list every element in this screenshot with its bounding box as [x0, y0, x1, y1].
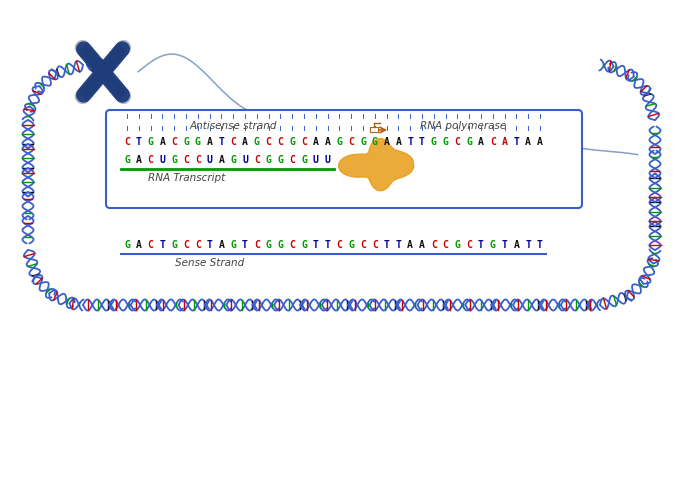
Text: G: G: [183, 137, 189, 147]
Text: A: A: [136, 240, 141, 250]
Text: A: A: [218, 240, 224, 250]
Text: A: A: [242, 137, 248, 147]
Text: G: G: [172, 240, 177, 250]
Text: C: C: [349, 137, 354, 147]
Text: U: U: [313, 155, 319, 165]
Text: A: A: [502, 137, 508, 147]
Text: T: T: [313, 240, 319, 250]
Text: C: C: [289, 240, 295, 250]
Text: C: C: [454, 137, 461, 147]
Text: U: U: [242, 155, 248, 165]
Text: C: C: [230, 137, 236, 147]
Text: G: G: [301, 155, 307, 165]
Text: A: A: [325, 137, 330, 147]
Text: G: G: [230, 155, 236, 165]
Text: G: G: [148, 137, 153, 147]
Text: G: G: [442, 137, 449, 147]
Text: A: A: [395, 137, 401, 147]
Text: A: A: [218, 155, 224, 165]
Text: A: A: [160, 137, 165, 147]
Text: T: T: [242, 240, 248, 250]
Text: G: G: [301, 240, 307, 250]
FancyBboxPatch shape: [106, 110, 582, 208]
Text: T: T: [419, 137, 425, 147]
Text: T: T: [407, 137, 413, 147]
Text: G: G: [372, 137, 378, 147]
Text: G: G: [490, 240, 496, 250]
Text: T: T: [136, 137, 141, 147]
Text: G: G: [277, 240, 284, 250]
Text: G: G: [289, 137, 295, 147]
Text: G: G: [172, 155, 177, 165]
Text: T: T: [384, 240, 389, 250]
Text: G: G: [431, 137, 437, 147]
Text: A: A: [384, 137, 389, 147]
Text: G: G: [195, 137, 201, 147]
Text: Sense Strand: Sense Strand: [175, 258, 244, 268]
Text: C: C: [277, 137, 284, 147]
Text: T: T: [206, 240, 213, 250]
Text: G: G: [466, 137, 472, 147]
Text: T: T: [218, 137, 224, 147]
Text: G: G: [124, 240, 130, 250]
Text: T: T: [514, 137, 519, 147]
Text: C: C: [266, 137, 272, 147]
Text: Antisense strand: Antisense strand: [190, 121, 277, 131]
Text: U: U: [160, 155, 165, 165]
Text: A: A: [537, 137, 543, 147]
Text: T: T: [502, 240, 508, 250]
Text: C: C: [183, 240, 189, 250]
Text: C: C: [431, 240, 437, 250]
Text: G: G: [277, 155, 284, 165]
Text: G: G: [337, 137, 342, 147]
Text: C: C: [490, 137, 496, 147]
Text: T: T: [325, 240, 330, 250]
Text: C: C: [466, 240, 472, 250]
Text: C: C: [254, 155, 260, 165]
Text: A: A: [313, 137, 319, 147]
Text: A: A: [136, 155, 141, 165]
Polygon shape: [339, 138, 414, 190]
Text: C: C: [195, 240, 201, 250]
Text: C: C: [360, 240, 366, 250]
Text: G: G: [360, 137, 366, 147]
Text: C: C: [442, 240, 449, 250]
Text: C: C: [254, 240, 260, 250]
Text: C: C: [183, 155, 189, 165]
Text: T: T: [395, 240, 401, 250]
Text: G: G: [454, 240, 461, 250]
Text: A: A: [206, 137, 213, 147]
Text: A: A: [407, 240, 413, 250]
Text: G: G: [254, 137, 260, 147]
Text: U: U: [325, 155, 330, 165]
Text: G: G: [230, 240, 236, 250]
Text: T: T: [160, 240, 165, 250]
Text: G: G: [349, 240, 354, 250]
Text: A: A: [514, 240, 519, 250]
Text: RNA Transcript: RNA Transcript: [148, 173, 225, 183]
Text: C: C: [172, 137, 177, 147]
Text: A: A: [419, 240, 425, 250]
Text: C: C: [195, 155, 201, 165]
Text: A: A: [525, 137, 531, 147]
Text: C: C: [337, 240, 342, 250]
Text: C: C: [148, 155, 153, 165]
Text: C: C: [289, 155, 295, 165]
Text: T: T: [525, 240, 531, 250]
Text: A: A: [478, 137, 484, 147]
Text: T: T: [537, 240, 543, 250]
Text: C: C: [148, 240, 153, 250]
Text: G: G: [266, 240, 272, 250]
Text: G: G: [266, 155, 272, 165]
Text: T: T: [478, 240, 484, 250]
Text: U: U: [206, 155, 213, 165]
Text: C: C: [124, 137, 130, 147]
Text: G: G: [124, 155, 130, 165]
FancyBboxPatch shape: [370, 127, 378, 132]
Text: C: C: [301, 137, 307, 147]
Text: RNA polymerase: RNA polymerase: [420, 121, 506, 131]
Text: C: C: [372, 240, 378, 250]
